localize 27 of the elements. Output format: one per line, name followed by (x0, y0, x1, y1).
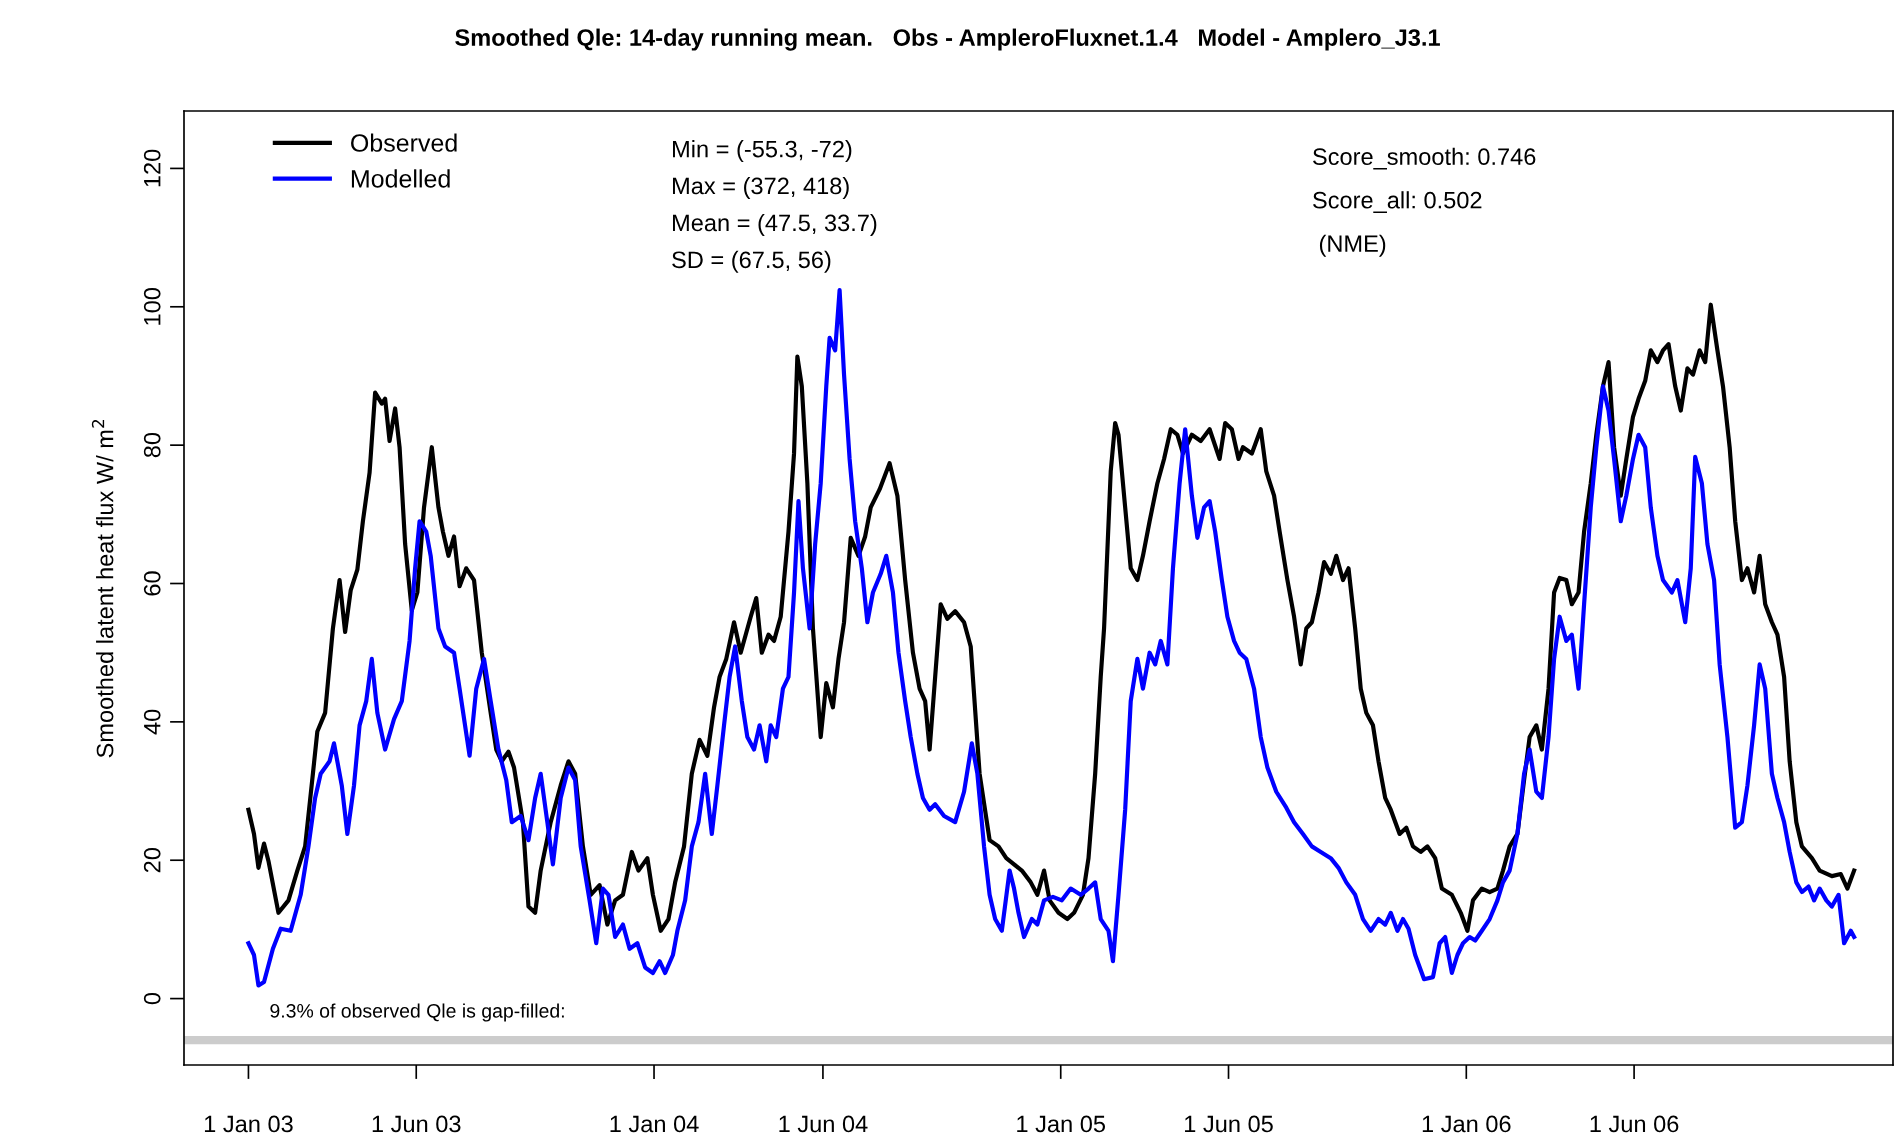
annotation: 9.3% of observed Qle is gap-filled: (270, 1003, 564, 1022)
legend-label: Modelled (351, 169, 450, 188)
y-tick-label: 100 (143, 288, 161, 325)
annotation: Mean = (47.5, 33.7) (673, 213, 877, 236)
annotation: Score_all: 0.502 (1313, 191, 1482, 213)
y-tick-label: 40 (143, 709, 161, 735)
legend-label: Observed (351, 133, 457, 152)
y-tick-label: 60 (143, 571, 161, 596)
annotation: Score_smooth: 0.746 (1313, 147, 1536, 170)
x-tick-label: 1 Jan 06 (1422, 1115, 1511, 1133)
annotation: Min = (-55.3, -72) (673, 140, 852, 163)
annotation: (NME) (1319, 234, 1386, 257)
y-tick-label: 20 (143, 848, 161, 873)
y-axis-title: Smoothed latent heat flux W/ m$^{2}$ (91, 419, 114, 758)
x-tick-label: 1 Jan 04 (610, 1115, 699, 1133)
y-tick-label: 80 (143, 432, 161, 458)
x-tick-label: 1 Jun 05 (1185, 1115, 1273, 1133)
annotation: Max = (372, 418) (673, 176, 849, 199)
annotation: SD = (67.5, 56) (672, 250, 831, 273)
x-tick-label: 1 Jun 03 (372, 1115, 461, 1133)
x-tick-label: 1 Jun 04 (779, 1115, 868, 1133)
y-tick-label: 0 (143, 992, 161, 1005)
chart-title: Smoothed Qle: 14-day running mean. Obs - AmpleroFluxnet.1.4 Model - Amplero_J3.1 (455, 28, 1440, 51)
y-tick-label: 120 (143, 149, 161, 187)
x-tick-label: 1 Jan 05 (1017, 1115, 1106, 1133)
x-tick-label: 1 Jan 03 (204, 1115, 293, 1133)
x-tick-label: 1 Jun 06 (1590, 1115, 1679, 1133)
